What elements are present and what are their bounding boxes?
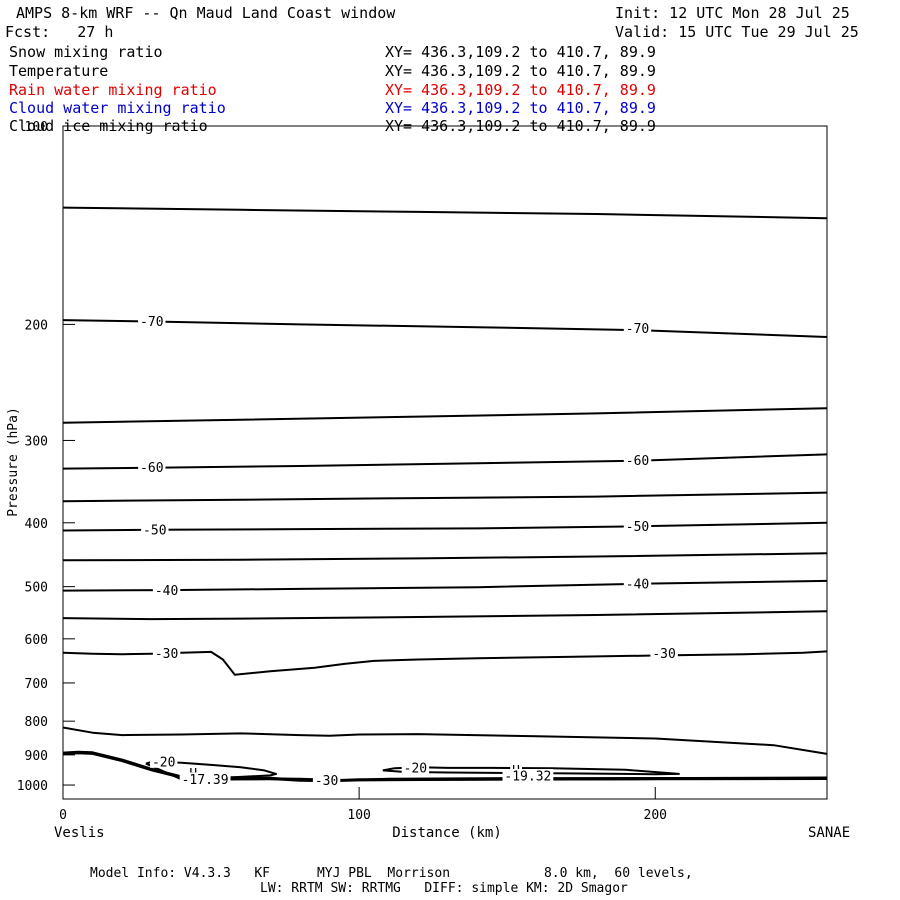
field-xy-snow: XY= 436.3,109.2 to 410.7, 89.9 bbox=[385, 43, 656, 61]
y-tick-label-6: 700 bbox=[25, 677, 48, 692]
contour-label-bg-10 bbox=[312, 773, 341, 787]
contour-label-bg-12 bbox=[401, 761, 430, 775]
x-tick-label-0: 0 bbox=[59, 808, 67, 823]
contour-label-7: -40 bbox=[626, 577, 649, 592]
contour-label-bg-14 bbox=[179, 772, 231, 786]
contour-label-bg-9 bbox=[650, 646, 678, 660]
contour-label-3: -60 bbox=[626, 454, 649, 469]
contour-label-11: -20 bbox=[152, 755, 175, 770]
field-name-snow: Snow mixing ratio bbox=[9, 43, 163, 61]
contour-line-5 bbox=[62, 521, 828, 532]
contour-label-1: -70 bbox=[626, 322, 649, 337]
contour-line-3 bbox=[62, 453, 828, 470]
x-tick-label-1: 100 bbox=[347, 808, 370, 823]
y-tick-label-8: 900 bbox=[25, 749, 48, 764]
contour-label-8: -30 bbox=[155, 647, 178, 662]
contour-label-bg-5 bbox=[623, 519, 652, 533]
x-axis-label: Distance (km) bbox=[392, 825, 502, 841]
contour-label-bg-8 bbox=[152, 646, 181, 660]
chart-title: AMPS 8-km WRF -- Qn Maud Land Coast wind… bbox=[16, 4, 396, 22]
y-tick-label-4: 500 bbox=[25, 581, 48, 596]
left-endpoint-label: Veslis bbox=[54, 825, 105, 841]
axis-layer: 100 200 300 400 500 600 700 800 900 1000 0 100 200 bbox=[17, 120, 667, 823]
contour-line-4 bbox=[62, 491, 828, 503]
contour-label-bg-11 bbox=[150, 754, 178, 768]
field-xy-cloud-water: XY= 436.3,109.2 to 410.7, 89.9 bbox=[385, 99, 656, 117]
y-axis-label: Pressure (hPa) bbox=[6, 407, 21, 517]
contour-label-bg-7 bbox=[623, 576, 652, 590]
contour-label-layer: -70-70-60-60-50-50-40-40-30-30-30-20-20H… bbox=[138, 314, 678, 789]
right-endpoint-label: SANAE bbox=[808, 825, 850, 841]
contour-label-16: -19.32 bbox=[504, 770, 551, 785]
field-xy-temperature: XY= 436.3,109.2 to 410.7, 89.9 bbox=[385, 62, 656, 80]
contour-label-5: -50 bbox=[626, 520, 649, 535]
contour-line-7 bbox=[62, 579, 828, 592]
contour-label-bg-4 bbox=[141, 522, 169, 536]
contour-line-2 bbox=[62, 407, 828, 424]
field-name-cloud-water: Cloud water mixing ratio bbox=[9, 99, 226, 117]
contour-label-4: -50 bbox=[143, 523, 166, 538]
y-tick-label-3: 400 bbox=[25, 517, 48, 532]
contour-label-bg-0 bbox=[138, 314, 166, 328]
contour-label-bg-6 bbox=[152, 583, 181, 597]
y-tick-label-0: 100 bbox=[25, 120, 48, 135]
y-tick-label-9: 1000 bbox=[17, 779, 48, 794]
y-tick-label-1: 200 bbox=[25, 318, 48, 333]
contour-label-bg-1 bbox=[623, 321, 652, 335]
x-tick-label-2: 200 bbox=[644, 808, 667, 823]
field-name-temperature: Temperature bbox=[9, 62, 109, 80]
contour-line-6 bbox=[62, 552, 828, 562]
contour-label-14: -17.39 bbox=[182, 773, 229, 788]
contour-label-10: -30 bbox=[315, 774, 338, 789]
init-time: Init: 12 UTC Mon 28 Jul 25 bbox=[615, 4, 850, 22]
y-tick-label-7: 800 bbox=[25, 715, 48, 730]
y-tick-label-5: 600 bbox=[25, 633, 48, 648]
model-info-line1: Model Info: V4.3.3 KF MYJ PBL Morrison 8… bbox=[90, 866, 693, 881]
contour-line-1 bbox=[62, 319, 828, 338]
contour-label-bg-2 bbox=[138, 460, 166, 474]
plot-frame bbox=[62, 125, 828, 800]
field-name-rain: Rain water mixing ratio bbox=[9, 81, 217, 99]
model-info-line2: LW: RRTM SW: RRTMG DIFF: simple KM: 2D S… bbox=[260, 881, 628, 896]
valid-time: Valid: 15 UTC Tue 29 Jul 25 bbox=[615, 23, 859, 41]
contour-label-12: -20 bbox=[404, 762, 427, 777]
y-tick-label-2: 300 bbox=[25, 434, 48, 449]
contour-layer bbox=[62, 206, 828, 783]
contour-label-2: -60 bbox=[140, 461, 163, 476]
forecast-hour: Fcst: 27 h bbox=[5, 23, 114, 41]
contour-label-0: -70 bbox=[140, 315, 163, 330]
contour-label-9: -30 bbox=[652, 647, 675, 662]
contour-line-14 bbox=[211, 778, 828, 782]
contour-line-0 bbox=[62, 206, 828, 220]
contour-label-6: -40 bbox=[155, 584, 178, 599]
contour-line-10 bbox=[62, 726, 828, 755]
field-xy-rain: XY= 436.3,109.2 to 410.7, 89.9 bbox=[385, 81, 656, 99]
contour-line-8 bbox=[62, 610, 828, 621]
contour-label-bg-3 bbox=[623, 453, 652, 467]
contour-label-bg-16 bbox=[502, 769, 554, 782]
